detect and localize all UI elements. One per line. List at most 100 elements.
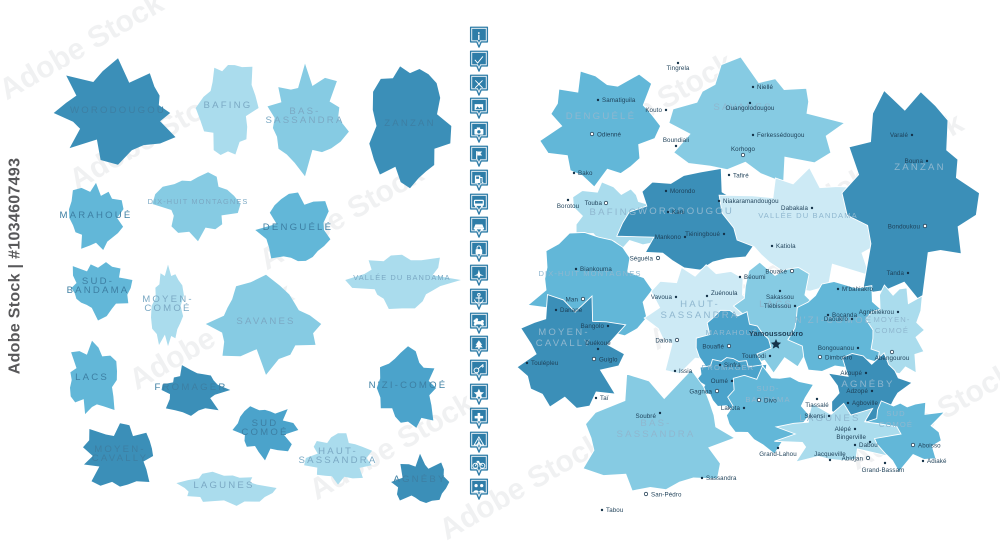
region-shape-lacs[interactable] <box>70 340 117 415</box>
airplane-pin-icon[interactable] <box>462 264 496 288</box>
city-marker[interactable]: Sikensi <box>804 413 831 420</box>
city-marker[interactable]: Bouaflé <box>702 344 732 351</box>
country-region-worodougou[interactable] <box>616 167 763 271</box>
city-marker[interactable]: Tanda <box>887 270 910 277</box>
city-marker[interactable]: Oumé <box>711 378 734 385</box>
city-marker[interactable]: Bocanda <box>826 312 858 319</box>
city-marker[interactable]: Akoupé <box>840 370 868 377</box>
city-marker[interactable]: Abidjan <box>842 456 871 463</box>
city-marker[interactable]: San-Pédro <box>643 492 682 499</box>
city-marker[interactable]: Daloa <box>655 338 680 345</box>
city-marker[interactable]: Aboisso <box>910 443 941 450</box>
city-marker[interactable]: Bondoukou <box>888 224 928 231</box>
city-marker[interactable]: Toulépleu <box>525 360 559 367</box>
region-shape-sud-bandama[interactable] <box>71 262 133 321</box>
city-marker[interactable]: Dabou <box>853 442 878 449</box>
city-marker[interactable]: Korhogo <box>731 146 756 158</box>
city-marker[interactable]: Tiébissou <box>764 303 797 310</box>
country-region-savanes[interactable] <box>668 56 846 184</box>
city-marker[interactable]: Séguéla <box>630 256 661 263</box>
people-pin-icon[interactable] <box>462 478 496 502</box>
city-marker[interactable]: Bongouanou <box>818 345 860 352</box>
city-marker[interactable]: Agboville <box>846 400 879 407</box>
city-marker[interactable]: Odienné <box>589 132 621 139</box>
region-shape-savanes[interactable] <box>205 274 322 375</box>
city-marker[interactable]: Morondo <box>664 188 696 195</box>
region-shape-dix-huit-montagnes[interactable] <box>152 172 241 242</box>
country-region-zanzan[interactable] <box>841 89 980 305</box>
region-shape-zanzan[interactable] <box>369 66 452 189</box>
fuel-pin-icon[interactable] <box>462 169 496 193</box>
lock-pin-icon[interactable] <box>462 240 496 264</box>
region-shape-worodougou[interactable] <box>53 58 176 165</box>
city-marker[interactable]: Ouangolodougou <box>726 101 775 112</box>
star-pin-icon[interactable] <box>462 383 496 407</box>
city-marker[interactable]: Dimbokro <box>817 355 853 362</box>
city-marker[interactable]: Lakota <box>721 405 746 412</box>
region-shape-agn-by[interactable] <box>391 453 450 503</box>
region-shape-vall-e-du-bandama[interactable] <box>345 254 461 309</box>
city-marker[interactable]: Bako <box>572 170 593 177</box>
anchor-pin-icon[interactable] <box>462 288 496 312</box>
country-region-moyen-como-[interactable] <box>865 284 926 375</box>
region-shape-bafing[interactable] <box>195 65 259 155</box>
city-marker[interactable]: Tabou <box>600 507 624 514</box>
city-marker[interactable]: Zuénoula <box>705 290 738 298</box>
city-marker[interactable]: Toumodi <box>742 353 772 360</box>
city-marker[interactable]: Duékoué <box>585 340 611 351</box>
city-marker[interactable]: Boundiali <box>663 137 689 148</box>
city-marker[interactable]: Biankouma <box>574 266 613 273</box>
city-marker[interactable]: Bouna <box>905 158 929 165</box>
image-pin-icon[interactable] <box>462 97 496 121</box>
country-region-vall-e-du-bandama[interactable] <box>718 166 881 292</box>
city-marker[interactable]: Varalé <box>890 132 914 139</box>
region-shape-haut-sassandra[interactable] <box>304 433 373 485</box>
city-marker[interactable]: Divo <box>756 398 777 405</box>
country-region-dengu-l-[interactable] <box>539 70 662 188</box>
city-marker[interactable]: Kouto <box>645 107 668 114</box>
info-pin-icon[interactable] <box>462 26 496 50</box>
city-marker[interactable]: Mankono <box>655 234 687 241</box>
tree-pin-icon[interactable] <box>462 335 496 359</box>
tent-pin-icon[interactable] <box>462 431 496 455</box>
city-marker[interactable]: Tiassalé <box>805 397 829 409</box>
country-region-moyen-cavally[interactable] <box>516 293 627 409</box>
city-marker[interactable]: Abengourou <box>875 349 910 362</box>
region-shape-n-zi-como-[interactable] <box>376 346 437 428</box>
city-marker[interactable]: Tafiré <box>727 173 749 180</box>
city-marker[interactable]: M'bahiakro <box>836 286 874 293</box>
country-region-bas-sassandra[interactable] <box>582 369 736 492</box>
city-marker[interactable]: Bingerville <box>836 434 872 444</box>
city-marker[interactable]: Danané <box>554 307 583 314</box>
city-marker[interactable]: Dabakala <box>781 205 814 212</box>
city-marker[interactable]: Man <box>566 297 586 304</box>
bicycle-pin-icon[interactable] <box>462 454 496 478</box>
city-marker[interactable]: Taï <box>594 395 609 402</box>
region-shape-sud-como-[interactable] <box>232 406 299 461</box>
country-region-lagunes[interactable] <box>774 402 902 463</box>
city-marker[interactable]: Grand-Lahou <box>759 446 797 458</box>
bus-pin-icon[interactable] <box>462 193 496 217</box>
region-shape-lagunes[interactable] <box>176 471 277 506</box>
capital-star-marker[interactable] <box>770 339 782 349</box>
city-marker[interactable]: Sassandra <box>700 475 737 482</box>
city-marker[interactable]: Ferkessédougou <box>751 132 805 139</box>
city-marker[interactable]: Niakaramandougou <box>717 198 779 205</box>
city-marker[interactable]: Kani <box>666 209 685 216</box>
region-shape-moyen-cavally[interactable] <box>83 423 154 487</box>
city-marker[interactable]: Tiéningboué <box>685 231 726 238</box>
city-marker[interactable]: Adiaké <box>921 458 947 465</box>
city-marker[interactable]: Bouaké <box>765 269 795 276</box>
city-marker[interactable]: Daoukro <box>824 316 854 323</box>
city-marker[interactable]: Grand-Bassam <box>862 461 905 474</box>
camera-pin-icon[interactable] <box>462 121 496 145</box>
check-pin-icon[interactable] <box>462 50 496 74</box>
city-marker[interactable]: Béoumi <box>738 274 766 281</box>
city-marker[interactable]: Adzopé <box>846 388 874 395</box>
car-pin-icon[interactable] <box>462 216 496 240</box>
region-shape-moyen-como-[interactable] <box>151 264 184 347</box>
city-marker[interactable]: Agnibilékrou <box>859 309 900 316</box>
city-marker[interactable]: Jacqueville <box>814 451 846 462</box>
city-marker[interactable]: Touba <box>585 200 609 207</box>
city-marker[interactable]: Guiglo <box>591 357 618 364</box>
